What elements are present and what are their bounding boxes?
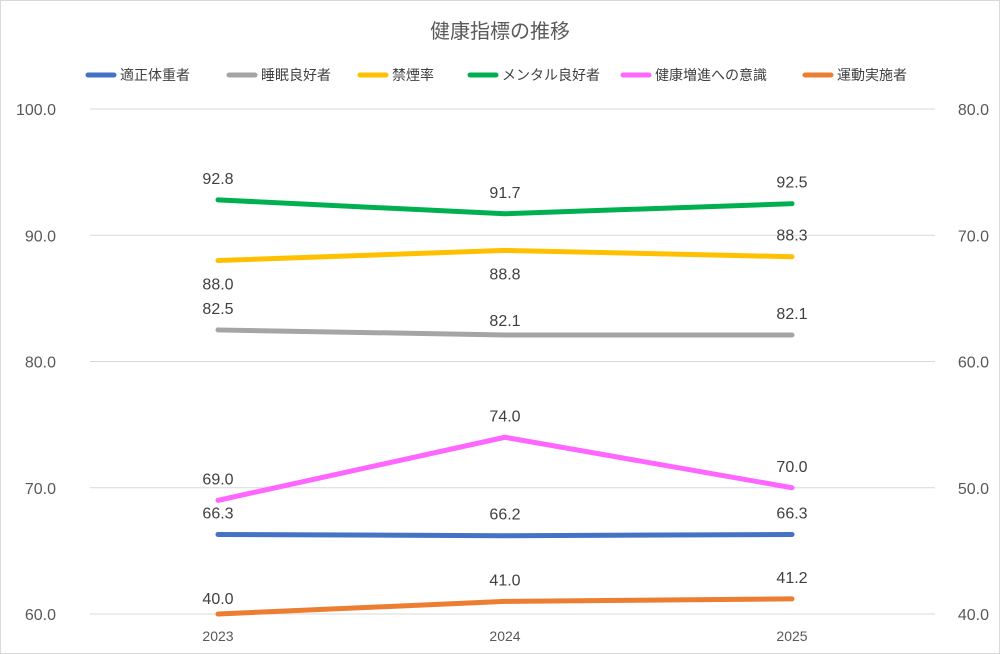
legend-label: 適正体重者 (120, 67, 190, 84)
legend-label: メンタル良好者 (502, 68, 600, 84)
series-line (215, 531, 795, 539)
y-right-tick-label: 70.0 (958, 228, 989, 245)
y-left-tick-label: 90.0 (25, 228, 56, 245)
legend: 適正体重者 睡眠良好者 禁煙率 メンタル良好者 健康増進への意識 運動実施者 (85, 67, 907, 84)
data-label: 66.3 (776, 505, 807, 522)
data-label: 40.0 (202, 591, 233, 608)
y-left-tick-label: 60.0 (25, 607, 56, 624)
data-label: 88.0 (202, 277, 233, 294)
data-label: 41.2 (776, 570, 807, 587)
data-label: 91.7 (489, 185, 520, 202)
data-labels: 66.3 66.2 66.3 82.5 82.1 82.1 88.0 88.8 88.3 92.8… (202, 171, 807, 608)
y-left-tick-label: 70.0 (25, 481, 56, 498)
legend-label: 運動実施者 (837, 68, 907, 84)
y-right-tick-label: 80.0 (958, 102, 989, 119)
data-label: 82.1 (489, 313, 520, 330)
data-label: 88.8 (489, 266, 520, 283)
series-line (215, 327, 795, 338)
y-right-tick-label: 60.0 (958, 355, 989, 372)
x-axis: 2023 2024 2025 (202, 628, 807, 644)
legend-label: 禁煙率 (392, 67, 434, 84)
series-line (215, 247, 795, 263)
y-left-tick-label: 80.0 (25, 355, 56, 372)
x-tick-label: 2024 (489, 628, 520, 644)
y-left-tick-label: 100.0 (16, 102, 56, 119)
data-label: 66.2 (489, 507, 520, 524)
data-label: 82.1 (776, 306, 807, 323)
series-line (215, 197, 795, 217)
data-label: 88.3 (776, 228, 807, 245)
data-label: 66.3 (202, 505, 233, 522)
legend-label: 睡眠良好者 (261, 68, 331, 84)
chart-title: 健康指標の推移 (430, 19, 570, 43)
legend-label: 健康増進への意識 (655, 67, 767, 84)
x-tick-label: 2023 (202, 628, 233, 644)
y-right-tick-label: 50.0 (958, 481, 989, 498)
y-axis-left: 60.0 70.0 80.0 90.0 100.0 (16, 102, 56, 624)
data-label: 41.0 (489, 572, 520, 589)
data-label: 74.0 (489, 408, 520, 425)
data-label: 92.8 (202, 171, 233, 188)
data-label: 82.5 (202, 301, 233, 318)
series-lines (215, 197, 795, 617)
series-line (215, 434, 795, 503)
y-right-tick-label: 40.0 (958, 607, 989, 624)
series-line (215, 596, 795, 617)
data-label: 70.0 (776, 459, 807, 476)
data-label: 69.0 (202, 471, 233, 488)
x-tick-label: 2025 (776, 628, 807, 644)
data-label: 92.5 (776, 175, 807, 192)
y-axis-right: 40.0 50.0 60.0 70.0 80.0 (958, 102, 989, 624)
